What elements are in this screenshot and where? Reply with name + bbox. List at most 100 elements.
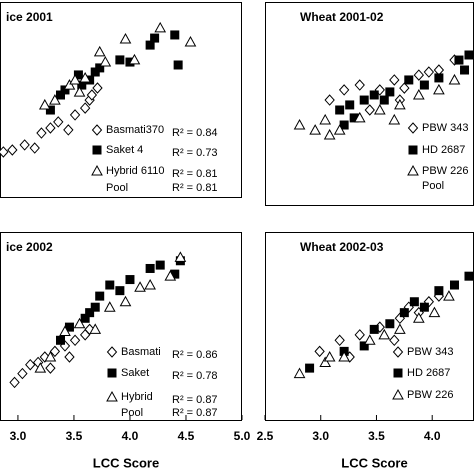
point	[324, 94, 335, 106]
point	[433, 83, 445, 95]
point	[45, 105, 55, 115]
point	[460, 65, 470, 75]
r2-label: R² = 0.84	[172, 127, 218, 139]
point	[338, 84, 350, 96]
x-tick-label: 4.0	[122, 429, 139, 443]
point	[145, 263, 155, 273]
point	[64, 351, 75, 363]
legend-label: Basmati	[121, 346, 161, 358]
point	[115, 286, 125, 296]
point	[423, 66, 435, 78]
legend-marker	[392, 388, 404, 400]
point	[154, 21, 167, 33]
x-axis-label: LCC Score	[341, 455, 407, 470]
point	[92, 82, 103, 94]
point	[170, 30, 180, 40]
point	[36, 127, 47, 139]
point	[319, 113, 332, 125]
point	[119, 33, 132, 44]
x-tick-label: 2.5	[257, 429, 274, 443]
point	[29, 142, 40, 154]
legend-label: HD 2687	[407, 367, 450, 379]
point	[449, 280, 459, 290]
legend-marker	[106, 390, 118, 402]
legend-label: Pool	[106, 182, 128, 194]
r2-label: R² = 0.86	[172, 349, 218, 361]
point	[69, 73, 81, 85]
legend-label: PBW 226	[422, 165, 468, 177]
x-tick-label: 4.5	[178, 429, 195, 443]
point	[79, 102, 91, 114]
point	[293, 367, 306, 379]
point	[345, 100, 355, 110]
point	[319, 356, 332, 367]
point	[334, 334, 345, 347]
point	[385, 87, 395, 97]
point	[69, 334, 81, 347]
point	[388, 113, 401, 125]
legend-marker	[392, 346, 404, 358]
point	[389, 334, 400, 347]
point	[56, 335, 65, 345]
legend-label: Pool	[121, 407, 143, 419]
point	[443, 290, 455, 301]
point	[128, 53, 141, 65]
point	[305, 363, 315, 373]
point	[389, 74, 400, 86]
point	[69, 109, 81, 121]
point	[338, 350, 350, 362]
point	[95, 63, 105, 73]
point	[364, 104, 375, 116]
point	[73, 70, 83, 80]
point	[49, 94, 61, 105]
x-tick-label: 5.0	[234, 429, 251, 443]
point	[105, 280, 115, 290]
point	[404, 75, 414, 85]
point	[99, 56, 112, 67]
point	[448, 73, 461, 85]
r2-label: R² = 0.81	[172, 182, 218, 194]
x-tick-label: 3.5	[66, 429, 83, 443]
point	[155, 260, 165, 270]
point	[25, 358, 36, 371]
point	[0, 146, 9, 158]
point	[369, 324, 379, 334]
r2-label: R² = 0.78	[172, 370, 218, 382]
point	[63, 124, 74, 136]
x-tick-label: 4.0	[424, 429, 441, 443]
point	[34, 362, 47, 373]
legend-marker	[407, 164, 419, 176]
point	[434, 286, 444, 296]
point	[174, 251, 187, 262]
point	[428, 306, 441, 318]
legend-label: Basmati370	[106, 124, 164, 136]
point	[399, 308, 409, 318]
x-tick-label: 3.0	[10, 429, 27, 443]
point	[412, 312, 425, 323]
plot-frame	[0, 232, 242, 421]
point	[85, 308, 95, 318]
point	[359, 341, 369, 351]
point	[45, 122, 56, 134]
point	[164, 270, 177, 281]
point	[335, 105, 345, 115]
legend-marker	[407, 122, 419, 134]
legend-marker	[408, 145, 418, 155]
point	[385, 319, 395, 329]
point	[144, 278, 156, 290]
point	[464, 50, 474, 60]
point	[103, 301, 116, 312]
point	[95, 291, 105, 301]
legend-label: Pool	[422, 180, 444, 192]
point	[9, 376, 20, 389]
legend-label: Hybrid 6110	[106, 165, 165, 177]
point	[73, 86, 86, 97]
point	[60, 85, 70, 95]
plot-frame	[0, 2, 242, 198]
legend-marker	[91, 164, 103, 176]
panel-title: ice 2001	[6, 10, 53, 24]
point	[353, 111, 366, 123]
point	[184, 35, 197, 47]
panel-title: Wheat 2002-03	[300, 240, 384, 254]
legend-marker	[106, 346, 118, 358]
